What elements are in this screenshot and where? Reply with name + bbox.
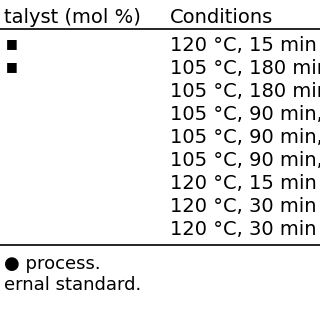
Text: 105 °C, 90 min,: 105 °C, 90 min, <box>170 151 320 170</box>
Text: 120 °C, 15 min: 120 °C, 15 min <box>170 36 317 55</box>
Text: 105 °C, 90 min,: 105 °C, 90 min, <box>170 128 320 147</box>
Text: talyst (mol %): talyst (mol %) <box>4 8 141 27</box>
Text: ■: ■ <box>6 60 18 73</box>
Text: 105 °C, 90 min,: 105 °C, 90 min, <box>170 105 320 124</box>
Text: 120 °C, 30 min: 120 °C, 30 min <box>170 197 316 216</box>
Text: 120 °C, 15 min: 120 °C, 15 min <box>170 174 317 193</box>
Text: 105 °C, 180 min: 105 °C, 180 min <box>170 82 320 101</box>
Text: ● process.: ● process. <box>4 255 100 273</box>
Text: 120 °C, 30 min: 120 °C, 30 min <box>170 220 316 239</box>
Text: ■: ■ <box>6 37 18 50</box>
Text: ernal standard.: ernal standard. <box>4 276 141 294</box>
Text: 105 °C, 180 min: 105 °C, 180 min <box>170 59 320 78</box>
Text: Conditions: Conditions <box>170 8 273 27</box>
